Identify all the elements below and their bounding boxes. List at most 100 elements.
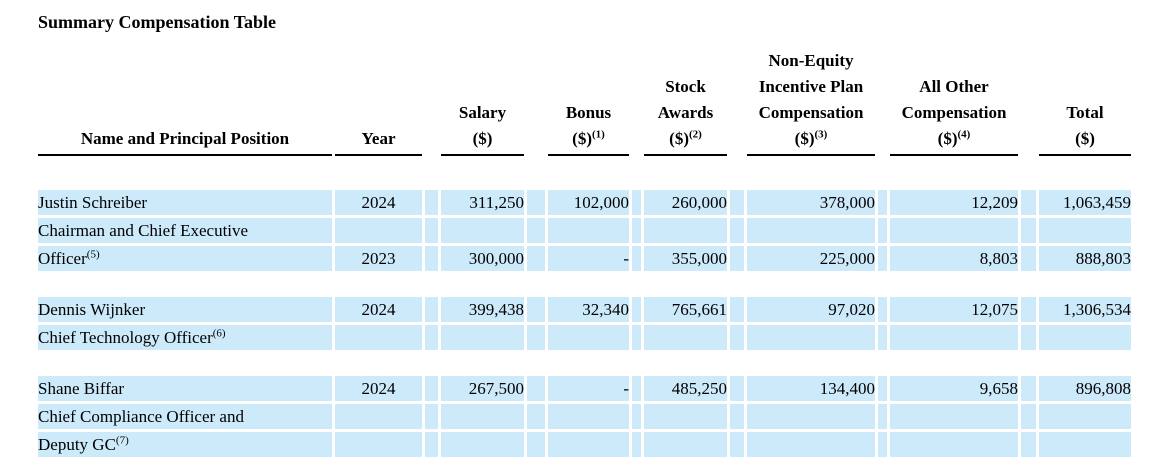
cell-bonus bbox=[548, 432, 629, 457]
cell-non-equity bbox=[747, 218, 875, 243]
spacer-cell bbox=[425, 246, 438, 271]
spacer-cell bbox=[425, 48, 438, 156]
spacer-cell bbox=[1021, 246, 1036, 271]
spacer-cell bbox=[730, 218, 744, 243]
spacer-cell bbox=[632, 325, 641, 350]
spacer-cell bbox=[527, 297, 545, 322]
col-header-salary: Salary ($) bbox=[441, 48, 524, 156]
cell-stock-awards: 260,000 bbox=[644, 190, 727, 215]
cell-name: Chief Technology Officer(6) bbox=[38, 325, 332, 350]
spacer-cell bbox=[1021, 325, 1036, 350]
spacer-cell bbox=[632, 246, 641, 271]
spacer-cell bbox=[425, 218, 438, 243]
spacer-cell bbox=[730, 48, 744, 156]
col-header-name: Name and Principal Position bbox=[38, 48, 332, 156]
spacer-cell bbox=[527, 48, 545, 156]
spacer-cell bbox=[527, 432, 545, 457]
table-row: Deputy GC(7) bbox=[38, 432, 1131, 457]
spacer-cell bbox=[730, 246, 744, 271]
spacer-cell bbox=[878, 48, 887, 156]
table-row: Dennis Wijnker 2024 399,438 32,340 765,6… bbox=[38, 297, 1131, 322]
cell-bonus bbox=[548, 218, 629, 243]
col-header-non-equity: Non-Equity Incentive Plan Compensation (… bbox=[747, 48, 875, 156]
executive-name: Dennis Wijnker bbox=[38, 299, 146, 319]
spacer-cell bbox=[527, 190, 545, 215]
spacer-cell bbox=[527, 246, 545, 271]
cell-bonus: - bbox=[548, 246, 629, 271]
cell-bonus: 102,000 bbox=[548, 190, 629, 215]
spacer-cell bbox=[425, 404, 438, 429]
footnote-ref: (2) bbox=[689, 128, 702, 141]
cell-stock-awards: 355,000 bbox=[644, 246, 727, 271]
spacer-cell bbox=[527, 404, 545, 429]
col-header-all-other: All Other Compensation ($)(4) bbox=[890, 48, 1018, 156]
cell-non-equity: 225,000 bbox=[747, 246, 875, 271]
cell-non-equity: 378,000 bbox=[747, 190, 875, 215]
table-row: Shane Biffar 2024 267,500 - 485,250 134,… bbox=[38, 376, 1131, 401]
block-gap-row bbox=[38, 353, 1131, 373]
cell-bonus bbox=[548, 404, 629, 429]
cell-salary: 311,250 bbox=[441, 190, 524, 215]
col-header-bonus-label: Bonus ($) bbox=[565, 103, 612, 148]
spacer-cell bbox=[1021, 48, 1036, 156]
cell-non-equity: 97,020 bbox=[747, 297, 875, 322]
cell-stock-awards bbox=[644, 218, 727, 243]
cell-salary: 399,438 bbox=[441, 297, 524, 322]
cell-total: 888,803 bbox=[1039, 246, 1131, 271]
spacer-cell bbox=[527, 376, 545, 401]
cell-non-equity bbox=[747, 325, 875, 350]
spacer-cell bbox=[1021, 404, 1036, 429]
cell-stock-awards bbox=[644, 325, 727, 350]
table-row: Chairman and Chief Executive bbox=[38, 218, 1131, 243]
executive-title: Deputy GC bbox=[38, 434, 116, 454]
cell-total bbox=[1039, 218, 1131, 243]
spacer-cell bbox=[730, 432, 744, 457]
col-header-bonus: Bonus ($)(1) bbox=[548, 48, 629, 156]
block-gap-row bbox=[38, 274, 1131, 294]
spacer-cell bbox=[425, 190, 438, 215]
col-header-total-label: Total ($) bbox=[1066, 103, 1104, 148]
cell-year: 2024 bbox=[335, 190, 422, 215]
cell-year: 2023 bbox=[335, 246, 422, 271]
spacer-cell bbox=[38, 353, 1131, 373]
cell-total: 1,063,459 bbox=[1039, 190, 1131, 215]
executive-title: Chief Technology Officer bbox=[38, 327, 213, 347]
cell-name: Shane Biffar bbox=[38, 376, 332, 401]
col-header-all-other-label: All Other Compensation ($) bbox=[901, 77, 1007, 148]
cell-bonus: - bbox=[548, 376, 629, 401]
spacer-cell bbox=[730, 325, 744, 350]
cell-bonus bbox=[548, 325, 629, 350]
header-gap-row bbox=[38, 159, 1131, 187]
footnote-ref: (5) bbox=[86, 247, 100, 260]
table-row: Chief Technology Officer(6) bbox=[38, 325, 1131, 350]
spacer-cell bbox=[527, 325, 545, 350]
cell-bonus: 32,340 bbox=[548, 297, 629, 322]
cell-all-other: 8,803 bbox=[890, 246, 1018, 271]
table-row: Justin Schreiber 2024 311,250 102,000 26… bbox=[38, 190, 1131, 215]
cell-non-equity: 134,400 bbox=[747, 376, 875, 401]
spacer-cell bbox=[632, 48, 641, 156]
spacer-cell bbox=[632, 432, 641, 457]
cell-stock-awards: 765,661 bbox=[644, 297, 727, 322]
cell-total bbox=[1039, 404, 1131, 429]
table-row: Chief Compliance Officer and bbox=[38, 404, 1131, 429]
col-header-non-equity-label: Non-Equity Incentive Plan Compensation (… bbox=[758, 51, 864, 148]
cell-all-other bbox=[890, 432, 1018, 457]
col-header-year: Year bbox=[335, 48, 422, 156]
spacer-cell bbox=[425, 432, 438, 457]
executive-title: Chairman and Chief Executive bbox=[38, 220, 249, 240]
executive-title: Officer bbox=[38, 248, 87, 268]
cell-salary bbox=[441, 218, 524, 243]
cell-total: 1,306,534 bbox=[1039, 297, 1131, 322]
document-page: Summary Compensation Table Name and Prin… bbox=[38, 12, 1131, 457]
spacer-cell bbox=[730, 297, 744, 322]
spacer-cell bbox=[730, 190, 744, 215]
cell-name: Justin Schreiber bbox=[38, 190, 332, 215]
cell-total bbox=[1039, 325, 1131, 350]
spacer-cell bbox=[1021, 376, 1036, 401]
spacer-cell bbox=[878, 246, 887, 271]
col-header-name-label: Name and Principal Position bbox=[80, 129, 290, 148]
col-header-stock-awards: Stock Awards ($)(2) bbox=[644, 48, 727, 156]
spacer-cell bbox=[425, 297, 438, 322]
footnote-ref: (7) bbox=[115, 433, 129, 446]
